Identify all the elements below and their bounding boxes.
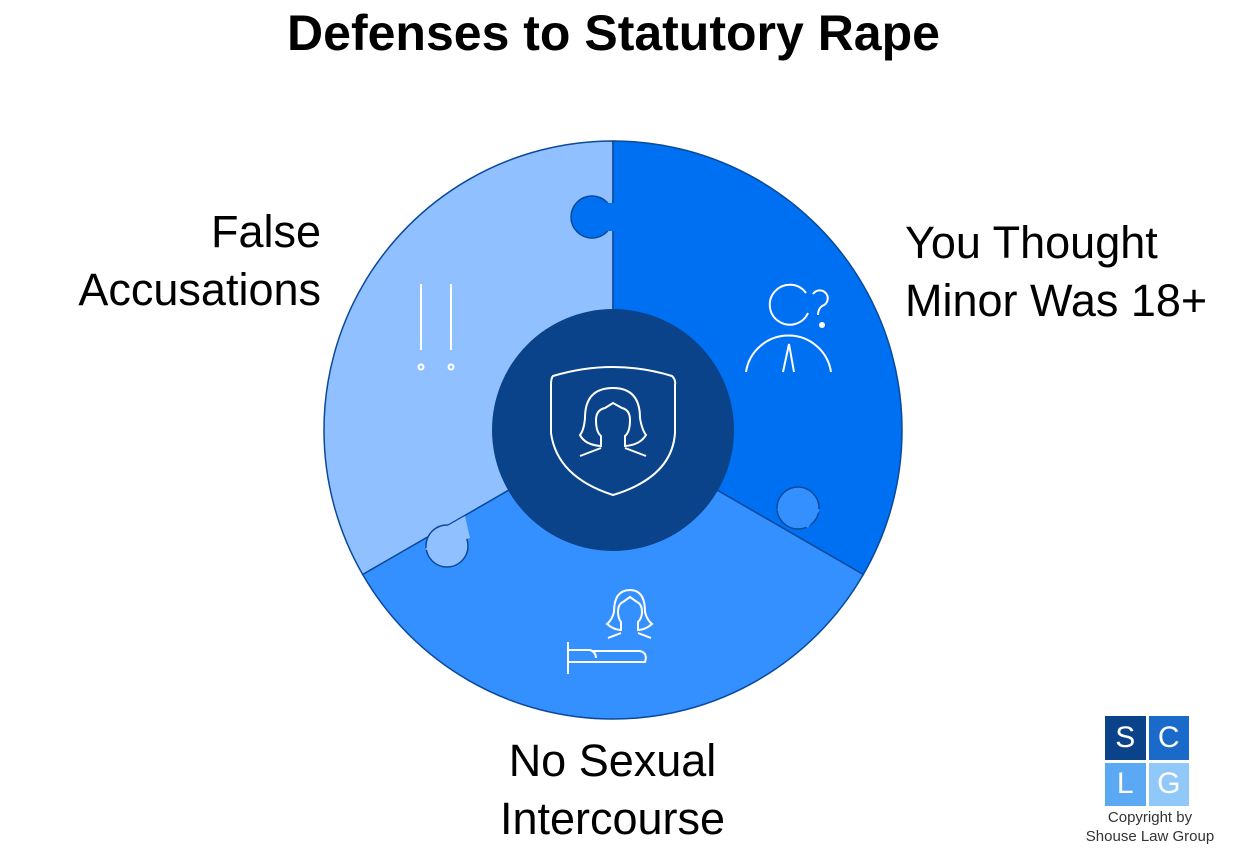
center-circle xyxy=(492,309,734,551)
segment-no-intercourse xyxy=(361,429,865,720)
double-exclamation-icon xyxy=(417,284,455,371)
logo-letter: S xyxy=(1105,716,1146,760)
copyright-line: Shouse Law Group xyxy=(1085,828,1215,845)
woman-bed-icon xyxy=(567,588,654,674)
logo-letter: C xyxy=(1148,716,1189,760)
puzzle-tab-right xyxy=(776,486,820,530)
copyright-line: Copyright by xyxy=(1107,809,1193,826)
label-line: Minor Was 18+ xyxy=(905,275,1208,326)
shield-woman-icon xyxy=(550,366,677,497)
label-no-intercourse: No Sexual Intercourse xyxy=(420,732,805,848)
label-line: Intercourse xyxy=(499,793,726,844)
label-false-accusations: False Accusations xyxy=(78,203,321,319)
label-line: Accusations xyxy=(78,264,321,315)
puzzle-tab-left xyxy=(425,516,470,568)
page-title: Defenses to Statutory Rape xyxy=(287,5,940,61)
logo-letter: G xyxy=(1148,762,1189,806)
logo-letter: L xyxy=(1105,762,1146,806)
label-thought-18: You Thought Minor Was 18+ xyxy=(905,214,1207,330)
label-line: You Thought xyxy=(905,217,1158,268)
label-line: No Sexual xyxy=(508,735,717,786)
sclg-logo: S C L G xyxy=(1105,716,1189,806)
label-line: False xyxy=(210,206,321,257)
person-question-icon xyxy=(745,283,832,373)
copyright-text: Copyright by Shouse Law Group xyxy=(1070,808,1230,846)
puzzle-tab-top xyxy=(570,195,614,239)
